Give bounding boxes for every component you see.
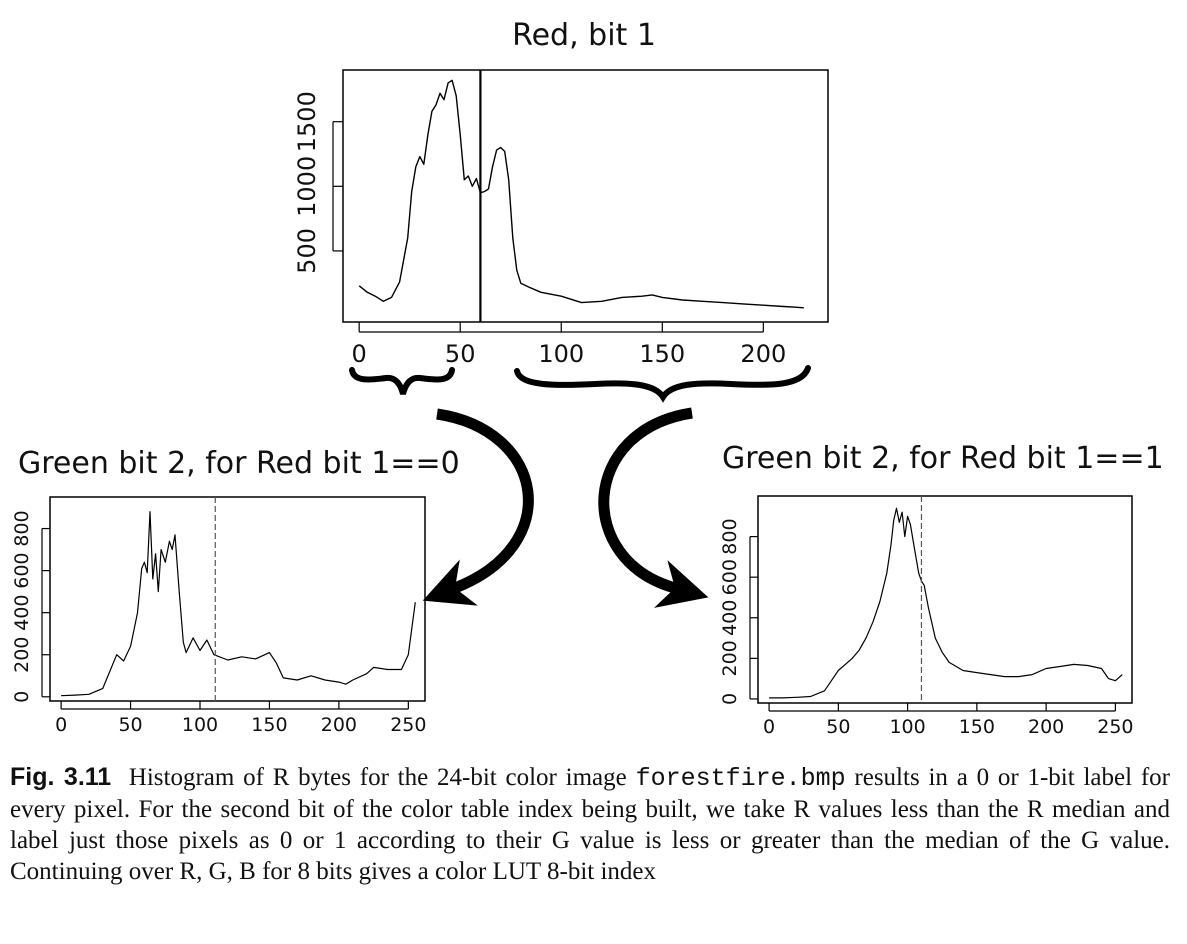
x-tick-label: 50 xyxy=(826,716,850,738)
arrow-right xyxy=(598,407,709,608)
y-tick-label: 800 xyxy=(11,510,33,546)
chart-title: Green bit 2, for Red bit 1==0 xyxy=(18,446,460,481)
y-tick-label: 400 xyxy=(11,595,33,631)
x-tick-label: 100 xyxy=(889,716,925,738)
plot-marks: 0 50 100 150 200 500 1000 1500 xyxy=(293,70,804,368)
x-tick-label: 250 xyxy=(1097,716,1133,738)
y-tick-label: 200 xyxy=(11,637,33,673)
chart-green1: Green bit 2, for Red bit 1==1 0 50 100 150 2… xyxy=(719,441,1164,738)
x-tick-label: 0 xyxy=(352,340,367,368)
y-tick-label: 800 xyxy=(719,518,741,554)
caption-text-after: results in a 0 or 1-bit label for every … xyxy=(10,764,1171,885)
left-brace xyxy=(349,367,455,395)
plot-frame xyxy=(342,69,829,323)
chart-title: Green bit 2, for Red bit 1==1 xyxy=(722,441,1164,476)
x-tick-label: 150 xyxy=(251,714,287,736)
plot-frame xyxy=(757,495,1133,704)
caption-filename: forestfire.bmp xyxy=(635,764,846,793)
series-line xyxy=(358,79,804,309)
series-line xyxy=(769,507,1123,699)
y-tick-label: 0 xyxy=(11,691,33,703)
y-tick-label: 200 xyxy=(719,640,741,676)
x-tick-label: 200 xyxy=(321,714,357,736)
figure-caption: Fig. 3.11 Histogram of R bytes for the 2… xyxy=(10,762,1170,887)
y-tick-label: 1500 xyxy=(293,91,321,152)
y-tick-label: 0 xyxy=(719,693,741,705)
x-tick-label: 250 xyxy=(390,714,426,736)
y-tick-label: 1000 xyxy=(293,156,321,217)
y-tick-label: 400 xyxy=(719,600,741,636)
plot-marks: 0 50 100 150 200 250 0 200 400 600 800 xyxy=(11,497,426,736)
x-tick-label: 100 xyxy=(182,714,218,736)
caption-label: Fig. 3.11 xyxy=(10,763,112,791)
x-tick-label: 0 xyxy=(763,716,775,738)
chart-red: Red, bit 1 0 50 100 150 200 500 1000 1500 xyxy=(293,18,829,368)
x-tick-label: 100 xyxy=(538,340,584,368)
chart-title: Red, bit 1 xyxy=(512,18,656,53)
chart-green0: Green bit 2, for Red bit 1==0 0 50 100 150 2… xyxy=(11,446,460,736)
x-tick-label: 200 xyxy=(1028,716,1064,738)
series-line xyxy=(61,511,416,697)
arrow-left xyxy=(422,408,534,606)
caption-text-before: Histogram of R bytes for the 24-bit colo… xyxy=(128,764,627,791)
plot-marks: 0 50 100 150 200 250 0 200 400 600 800 xyxy=(719,496,1134,738)
x-tick-label: 50 xyxy=(445,340,476,368)
x-tick-label: 0 xyxy=(55,714,67,736)
x-tick-label: 150 xyxy=(639,340,685,368)
x-tick-label: 150 xyxy=(959,716,995,738)
x-tick-label: 200 xyxy=(740,340,786,368)
y-tick-label: 500 xyxy=(293,228,321,274)
y-tick-label: 600 xyxy=(719,559,741,595)
right-brace xyxy=(514,365,811,403)
y-tick-label: 600 xyxy=(11,552,33,588)
x-tick-label: 50 xyxy=(118,714,142,736)
plot-frame xyxy=(49,496,426,702)
